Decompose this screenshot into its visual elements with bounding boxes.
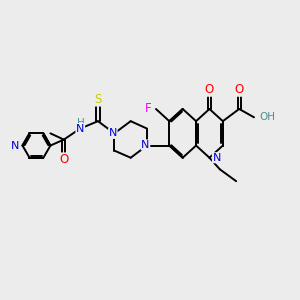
Text: S: S <box>94 93 102 106</box>
Text: N: N <box>76 124 84 134</box>
Text: N: N <box>141 140 150 150</box>
Text: O: O <box>59 153 68 166</box>
Text: F: F <box>145 103 152 116</box>
Text: N: N <box>11 140 19 151</box>
Text: N: N <box>212 153 221 163</box>
Text: O: O <box>205 83 214 96</box>
Text: OH: OH <box>260 112 275 122</box>
Text: H: H <box>77 118 85 128</box>
Text: O: O <box>235 83 244 96</box>
Text: N: N <box>109 128 117 138</box>
